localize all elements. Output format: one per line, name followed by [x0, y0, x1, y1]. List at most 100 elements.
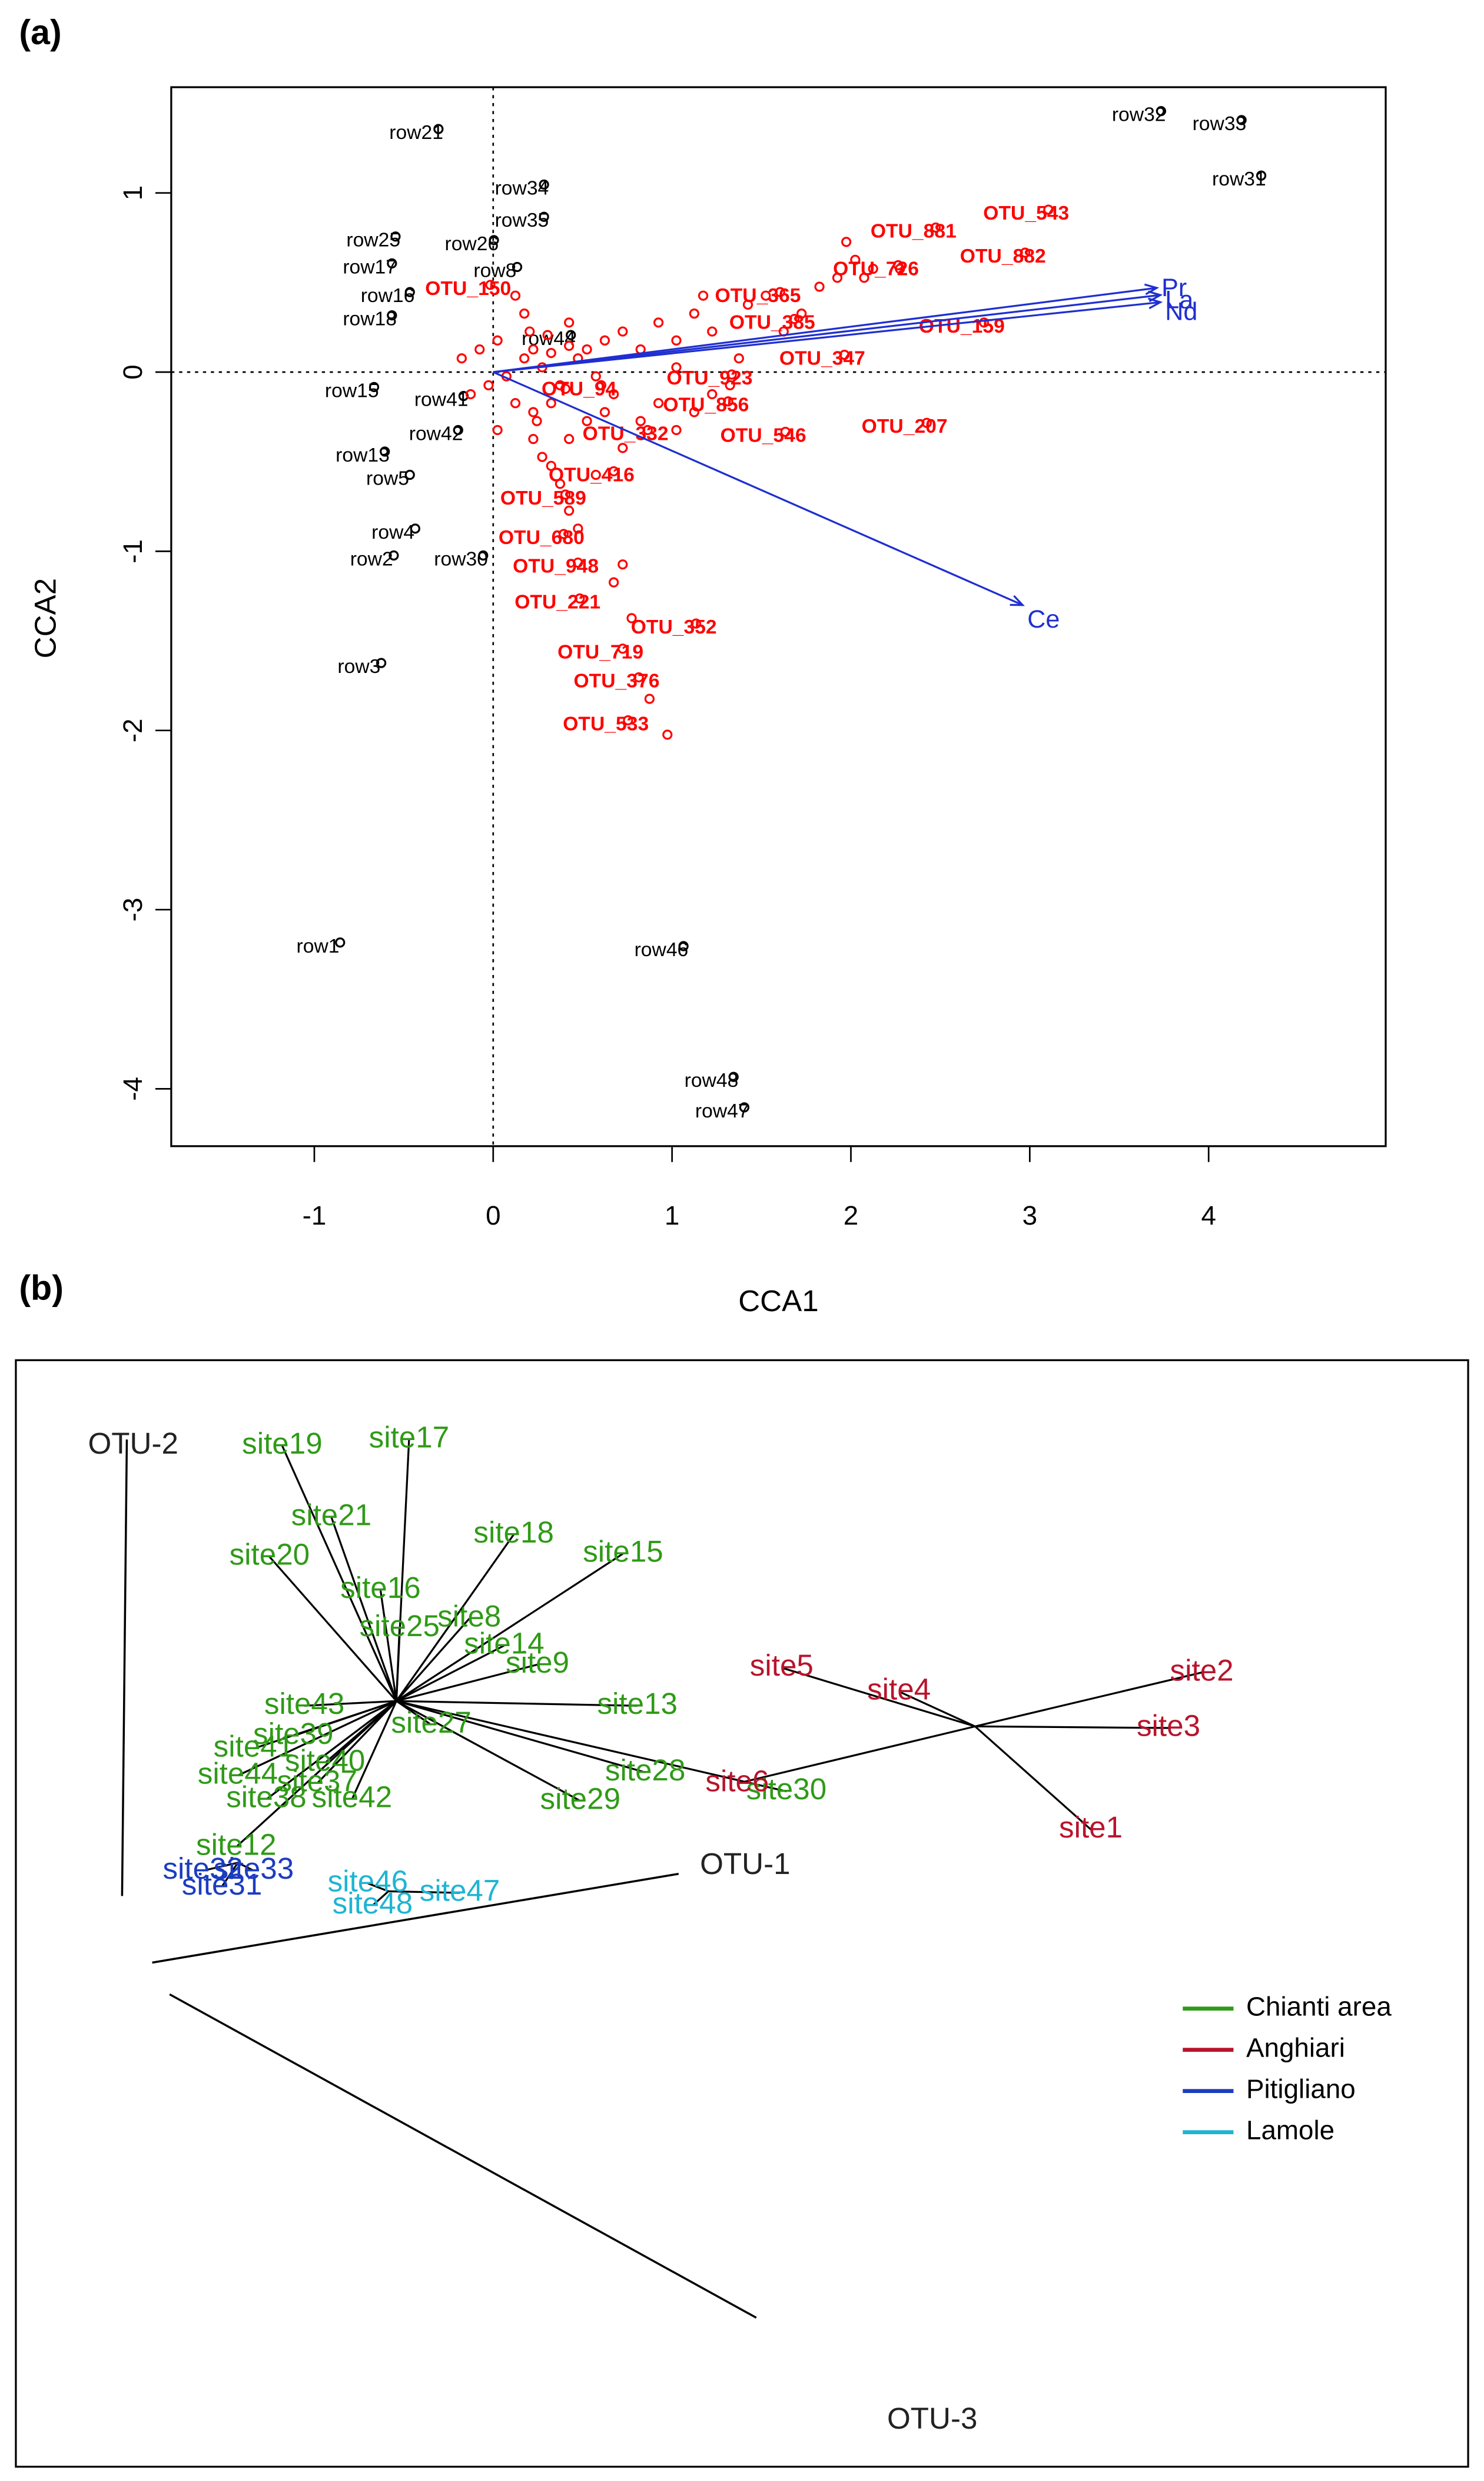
y-tick-label: 1 [118, 185, 148, 200]
point-label: row13 [336, 445, 390, 466]
site-link [396, 1700, 787, 1793]
point [564, 505, 575, 516]
site-label: site8 [437, 1600, 501, 1633]
point [582, 344, 592, 355]
point [532, 416, 542, 426]
point-label: row41 [414, 389, 469, 411]
point [707, 326, 718, 337]
site-label: site42 [312, 1780, 393, 1814]
point [859, 273, 869, 283]
point [376, 658, 387, 668]
site-label: site13 [597, 1687, 678, 1720]
site-label: site43 [264, 1687, 345, 1720]
x-tick-label: 3 [1022, 1200, 1037, 1230]
point [761, 290, 771, 301]
point [519, 309, 530, 319]
site-link [396, 1663, 538, 1702]
point [617, 559, 628, 570]
legend-label: Chianti area [1246, 1992, 1392, 2022]
point-label: OTU_589 [500, 487, 586, 509]
point-label: row17 [343, 256, 397, 278]
site-link [330, 1517, 397, 1701]
site-link [324, 1700, 397, 1764]
point [546, 398, 556, 409]
site-label: site46 [328, 1864, 409, 1898]
point [921, 417, 932, 428]
point [564, 434, 575, 445]
point [555, 479, 566, 489]
site-label: site47 [420, 1874, 500, 1908]
point [739, 1102, 750, 1113]
site-link [737, 1725, 975, 1785]
point [582, 416, 592, 426]
point [1156, 106, 1167, 117]
axis-name: OTU-1 [700, 1847, 790, 1880]
x-tick-label: 4 [1201, 1200, 1216, 1230]
site-link [265, 1700, 397, 1800]
point [678, 941, 689, 951]
point-label: OTU_221 [514, 592, 600, 613]
point [609, 577, 619, 588]
point [868, 263, 878, 274]
x-tick-label: -1 [303, 1200, 327, 1230]
point [780, 426, 791, 437]
site-label: site15 [583, 1534, 663, 1568]
point-label: row26 [445, 233, 499, 255]
point [380, 446, 390, 457]
point [453, 424, 463, 436]
point [671, 424, 682, 436]
point [456, 353, 467, 364]
y-tick-label: -3 [118, 898, 148, 922]
point-label: row1 [297, 936, 340, 957]
point [723, 396, 733, 407]
site-link [221, 1862, 239, 1888]
site-link [396, 1534, 514, 1702]
point [390, 231, 401, 242]
site-label: site41 [214, 1730, 294, 1763]
site-link [281, 1445, 397, 1701]
point [617, 326, 628, 337]
point-label: row2 [350, 548, 393, 570]
panel-label: (b) [19, 1268, 64, 1307]
point-label: row46 [635, 939, 689, 961]
point [546, 347, 556, 359]
site-link [396, 1553, 624, 1702]
site-label: site1 [1059, 1810, 1123, 1844]
point-label: OTU_856 [663, 394, 749, 416]
site-link [237, 1700, 397, 1777]
point [558, 529, 569, 539]
site-label: site44 [198, 1756, 278, 1790]
site-label: site12 [196, 1827, 277, 1861]
point-label: row31 [1212, 168, 1266, 190]
x-tick-label: 2 [844, 1200, 858, 1230]
point [728, 1072, 739, 1082]
point [626, 613, 637, 623]
point [850, 254, 861, 265]
point [335, 937, 346, 948]
axis-name: OTU-2 [88, 1427, 178, 1460]
point-label: OTU_881 [871, 221, 957, 243]
point [510, 398, 521, 409]
y-axis-label: CCA2 [28, 578, 62, 658]
point [617, 443, 628, 453]
site-link [781, 1667, 975, 1727]
site-label: site27 [391, 1706, 472, 1739]
site-label: site30 [746, 1772, 827, 1806]
site-link [316, 1700, 397, 1785]
site-label: site29 [540, 1782, 621, 1815]
site-label: site37 [277, 1764, 357, 1798]
point [478, 550, 489, 561]
point-label: OTU_533 [563, 713, 649, 735]
point-label: OTU_352 [631, 616, 717, 638]
point [596, 380, 606, 390]
point [1236, 115, 1247, 125]
site-label: site6 [705, 1764, 769, 1798]
point [510, 290, 521, 301]
site-label: site32 [162, 1852, 243, 1885]
point [573, 523, 583, 534]
point-label: OTU_719 [557, 642, 643, 664]
point-label: OTU_543 [983, 203, 1069, 224]
site-label: site3 [1137, 1709, 1200, 1743]
point [492, 335, 503, 346]
point [368, 382, 380, 393]
